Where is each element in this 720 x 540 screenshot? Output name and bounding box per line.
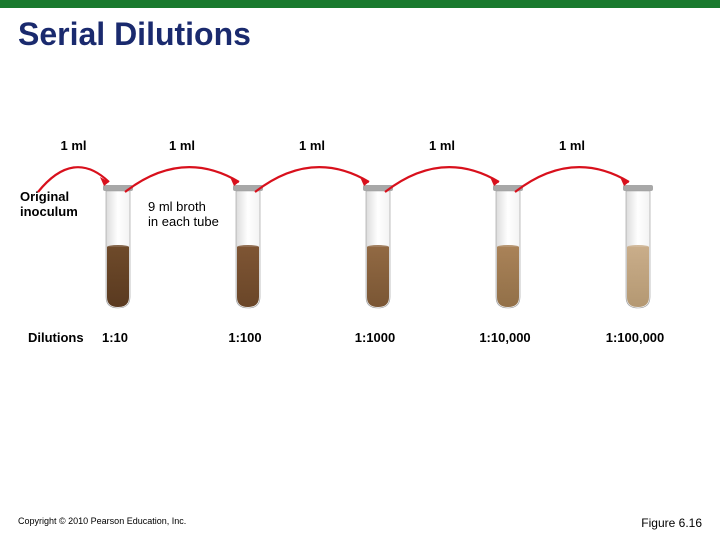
transfer-arrow [0, 130, 720, 250]
page-title: Serial Dilutions [0, 8, 720, 53]
dilution-label: 1:1000 [335, 330, 415, 345]
header-bar [0, 0, 720, 8]
copyright-text: Copyright © 2010 Pearson Education, Inc. [18, 516, 186, 530]
dilution-label: 1:10,000 [465, 330, 545, 345]
transfer-volume-label: 1 ml [552, 138, 592, 153]
figure-number: Figure 6.16 [641, 516, 702, 530]
diagram-stage: Original inoculum Dilutions 9 ml broth i… [0, 130, 720, 390]
dilution-label: 1:100 [205, 330, 285, 345]
dilution-label: 1:100,000 [595, 330, 675, 345]
footer: Copyright © 2010 Pearson Education, Inc.… [18, 516, 702, 530]
dilution-label: 1:10 [75, 330, 155, 345]
